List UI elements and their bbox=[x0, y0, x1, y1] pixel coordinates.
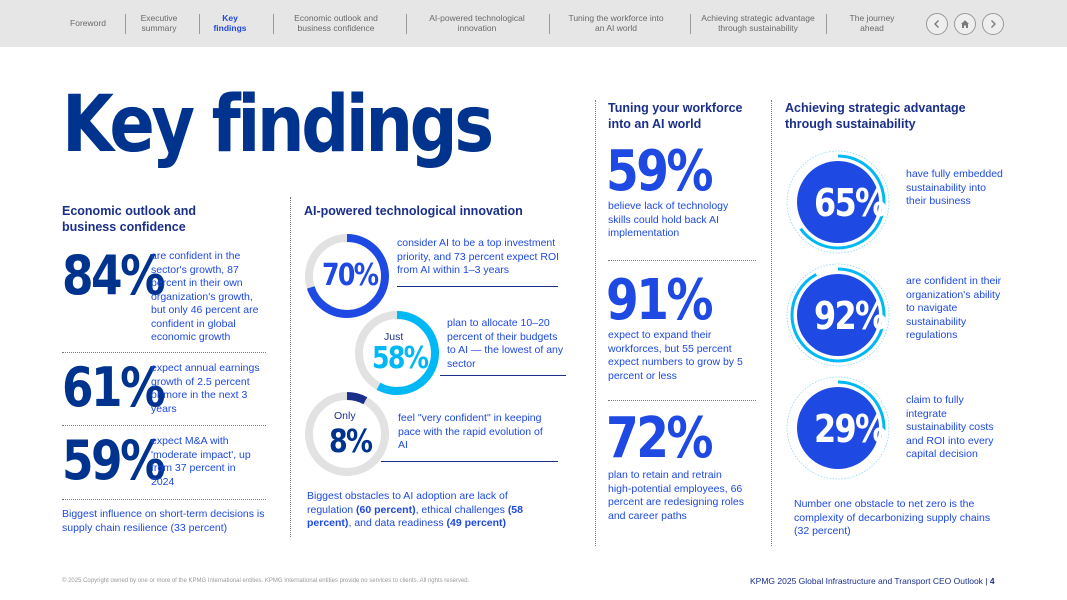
nav-item-sustainability[interactable]: Achieving strategic advantage through su… bbox=[701, 13, 815, 33]
page-title: Key findings bbox=[62, 80, 494, 170]
underline bbox=[381, 461, 558, 462]
nav-divider bbox=[826, 14, 827, 34]
ai-footer-note: Biggest obstacles to AI adoption are lac… bbox=[307, 490, 523, 529]
column-divider bbox=[290, 197, 291, 537]
economic-stat-3-text: expect M&A with 'moderate impact', up fr… bbox=[151, 435, 251, 488]
home-icon bbox=[961, 20, 969, 28]
economic-section-heading: Economic outlook and business confidence bbox=[62, 204, 197, 234]
sustainability-section-heading: Achieving strategic advantage through su… bbox=[785, 101, 966, 131]
ai-stat-1-text: consider AI to be a top investment prior… bbox=[397, 237, 560, 276]
workforce-stat-3-text: plan to retain and retrain high-potentia… bbox=[608, 469, 744, 522]
ai-stat-2-ring bbox=[355, 311, 439, 395]
workforce-stat-1-value: 59% bbox=[606, 139, 714, 204]
economic-stat-1-text: are confident in the sector's growth, 87… bbox=[151, 250, 259, 343]
nav-divider bbox=[549, 14, 550, 34]
economic-stat-3-value: 59% bbox=[62, 429, 166, 492]
nav-item-workforce[interactable]: Tuning the workforce into an AI world bbox=[568, 13, 664, 33]
ai-section-heading: AI-powered technological innovation bbox=[304, 204, 523, 218]
sustainability-stat-1-text: have fully embedded sustainability into … bbox=[906, 168, 1003, 207]
next-page-button[interactable] bbox=[982, 13, 1004, 35]
sustainability-stat-2-value: 92% bbox=[814, 294, 887, 338]
page-number: 4 bbox=[989, 576, 995, 586]
sustainability-stat-1-circle bbox=[786, 150, 890, 254]
ai-stat-2-prefix: Just bbox=[384, 331, 404, 343]
nav-item-key-findings[interactable]: Key findings bbox=[213, 13, 247, 33]
economic-stat-1-value: 84% bbox=[62, 244, 166, 307]
previous-page-button[interactable] bbox=[926, 13, 948, 35]
economic-footer-note: Biggest influence on short-term decision… bbox=[62, 508, 265, 534]
ai-stat-3-value: 8% bbox=[329, 422, 373, 460]
nav-item-economic-outlook[interactable]: Economic outlook and business confidence bbox=[294, 13, 378, 33]
ai-stat-1-value: 70% bbox=[322, 258, 379, 293]
workforce-stat-2-text: expect to expand their workforces, but 5… bbox=[608, 329, 743, 382]
divider bbox=[608, 400, 756, 401]
underline bbox=[440, 375, 566, 376]
divider bbox=[62, 499, 266, 500]
top-navigation-bar: Foreword Executive summary Key findings … bbox=[0, 0, 1067, 47]
ai-stat-3-text: feel "very confident" in keeping pace wi… bbox=[398, 412, 543, 451]
ai-stat-1-ring bbox=[305, 234, 389, 318]
workforce-stat-2-value: 91% bbox=[606, 268, 714, 333]
column-divider bbox=[771, 100, 772, 546]
sustainability-stat-2-text: are confident in their organization's ab… bbox=[906, 275, 1002, 341]
chevron-left-icon bbox=[934, 20, 939, 28]
workforce-stat-1-text: believe lack of technology skills could … bbox=[608, 200, 729, 239]
sustainability-stat-3-circle bbox=[786, 376, 890, 480]
nav-divider bbox=[690, 14, 691, 34]
nav-item-ai-innovation[interactable]: AI-powered technological innovation bbox=[429, 13, 525, 33]
sustainability-stat-2-circle bbox=[786, 263, 890, 367]
ai-stat-2-value: 58% bbox=[372, 341, 429, 376]
ai-stat-3-prefix: Only bbox=[334, 410, 356, 422]
nav-item-foreword[interactable]: Foreword bbox=[70, 18, 106, 28]
column-divider bbox=[595, 100, 596, 546]
nav-divider bbox=[125, 14, 126, 34]
underline bbox=[397, 286, 558, 287]
sustainability-stat-1-value: 65% bbox=[814, 181, 887, 225]
economic-stat-2-text: expect annual earnings growth of 2.5 per… bbox=[151, 362, 260, 415]
workforce-section-heading: Tuning your workforce into an AI world bbox=[608, 101, 743, 131]
ai-stat-2-text: plan to allocate 10–20 percent of their … bbox=[447, 317, 564, 370]
nav-item-executive-summary[interactable]: Executive summary bbox=[140, 13, 178, 33]
publication-footer: KPMG 2025 Global Infrastructure and Tran… bbox=[750, 576, 995, 586]
workforce-stat-3-value: 72% bbox=[606, 406, 714, 471]
sustainability-footer-note: Number one obstacle to net zero is the c… bbox=[794, 498, 991, 537]
ai-stat-3-ring bbox=[305, 392, 389, 476]
divider bbox=[62, 352, 266, 353]
copyright-notice: © 2025 Copyright owned by one or more of… bbox=[62, 578, 470, 584]
chevron-right-icon bbox=[991, 20, 996, 28]
nav-divider bbox=[406, 14, 407, 34]
nav-divider bbox=[273, 14, 274, 34]
divider bbox=[62, 425, 266, 426]
home-button[interactable] bbox=[954, 13, 976, 35]
economic-stat-2-value: 61% bbox=[62, 356, 166, 419]
nav-divider bbox=[199, 14, 200, 34]
nav-item-journey-ahead[interactable]: The journey ahead bbox=[849, 13, 895, 33]
divider bbox=[608, 260, 756, 261]
sustainability-stat-3-value: 29% bbox=[814, 407, 887, 451]
sustainability-stat-3-text: claim to fully integrate sustainability … bbox=[906, 394, 994, 460]
